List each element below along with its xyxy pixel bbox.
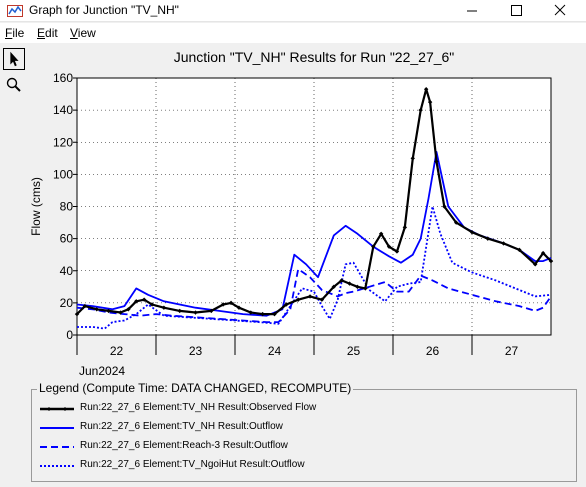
legend-label: Run:22_27_6 Element:TV_NgoiHut Result:Ou… [80,459,305,470]
legend-label: Run:22_27_6 Element:Reach-3 Result:Outfl… [80,440,288,451]
data-point [394,249,400,254]
data-point [454,220,459,225]
y-tick-label: 60 [60,232,74,246]
close-icon[interactable] [540,0,580,22]
x-tick-label: 27 [505,344,519,358]
legend-swatch-dashed [40,446,74,448]
data-point [540,250,546,256]
data-point [284,302,289,307]
y-tick-label: 0 [66,328,73,342]
x-tick-label: 24 [268,344,282,358]
data-point [94,307,99,312]
y-tick-label: 120 [53,135,73,149]
data-point [402,225,408,230]
data-point [193,310,198,315]
data-point [418,107,423,113]
data-point [339,278,344,283]
data-point [319,297,325,302]
chart-title: Junction "TV_NH" Results for Run "22_27_… [174,49,455,65]
y-tick-label: 160 [53,71,73,85]
data-point [485,236,490,241]
y-tick-label: 140 [53,103,73,117]
data-point [220,302,226,307]
maximize-icon[interactable] [496,0,536,22]
y-axis-label: Flow (cms) [29,177,43,236]
data-point [177,308,182,314]
menu-view[interactable]: View [70,26,96,40]
data-point [307,294,313,299]
legend-label: Run:22_27_6 Element:TV_NH Result:Observe… [80,402,317,413]
data-point [209,308,214,314]
data-point [347,281,352,286]
y-tick-label: 100 [53,167,73,181]
x-tick-label: 23 [189,344,203,358]
data-point [228,300,234,306]
legend-title: Legend (Compute Time: DATA CHANGED, RECO… [37,381,354,395]
legend-entry-ngoihut-outflow: Run:22_27_6 Element:TV_NgoiHut Result:Ou… [40,459,570,473]
y-tick-label: 20 [60,296,74,310]
data-point [427,99,433,105]
x-month-label: Jun2024 [79,364,125,378]
data-point [272,311,277,317]
data-point [442,204,447,209]
data-point [161,305,167,310]
legend-swatch-solid [40,427,74,429]
data-point [423,87,429,92]
legend-swatch-solid-markers [40,407,74,411]
window-title: Graph for Junction "TV_NH" [29,3,179,17]
data-point [548,258,554,264]
data-point [434,159,439,164]
data-point [236,305,242,310]
menu-file[interactable]: File [5,26,25,40]
data-point [501,241,506,246]
data-point [517,247,522,253]
x-tick-label: 22 [110,344,124,358]
legend-entry-observed: Run:22_27_6 Element:TV_NH Result:Observe… [40,402,570,416]
data-point [378,231,384,237]
series-line-dashed [76,268,552,324]
data-point [260,311,265,317]
data-point [296,297,301,302]
title-bar: Graph for Junction "TV_NH" [0,0,586,22]
data-point [363,286,368,291]
data-point [248,310,253,315]
legend-entry-reach3-outflow: Run:22_27_6 Element:Reach-3 Result:Outfl… [40,440,570,454]
app-icon [7,5,23,17]
data-point [149,302,155,307]
data-point [533,262,538,267]
data-point [82,303,88,309]
data-point [118,310,123,315]
data-point [134,299,139,304]
x-tick-label: 26 [426,344,440,358]
pointer-arrow-icon[interactable] [3,48,25,70]
data-point [410,156,415,161]
menu-edit[interactable]: Edit [37,26,58,40]
data-point [126,307,131,312]
y-tick-label: 80 [60,200,74,214]
data-point [331,284,336,290]
minimize-icon[interactable] [452,0,492,22]
zoom-magnifier-icon[interactable] [3,74,25,96]
legend-label: Run:22_27_6 Element:TV_NH Result:Outflow [80,421,283,432]
menu-bar: File Edit View [0,23,586,43]
legend-swatch-dotted [40,465,74,467]
tool-strip [0,44,28,487]
data-point [355,284,360,290]
y-tick-label: 40 [60,264,74,278]
data-point [106,308,111,314]
data-point [141,297,147,302]
data-point [371,244,376,249]
legend-entry-tvnh-outflow: Run:22_27_6 Element:TV_NH Result:Outflow [40,421,570,435]
data-point [386,244,392,249]
data-point [469,230,475,235]
data-point [74,311,80,317]
x-tick-label: 25 [347,344,361,358]
